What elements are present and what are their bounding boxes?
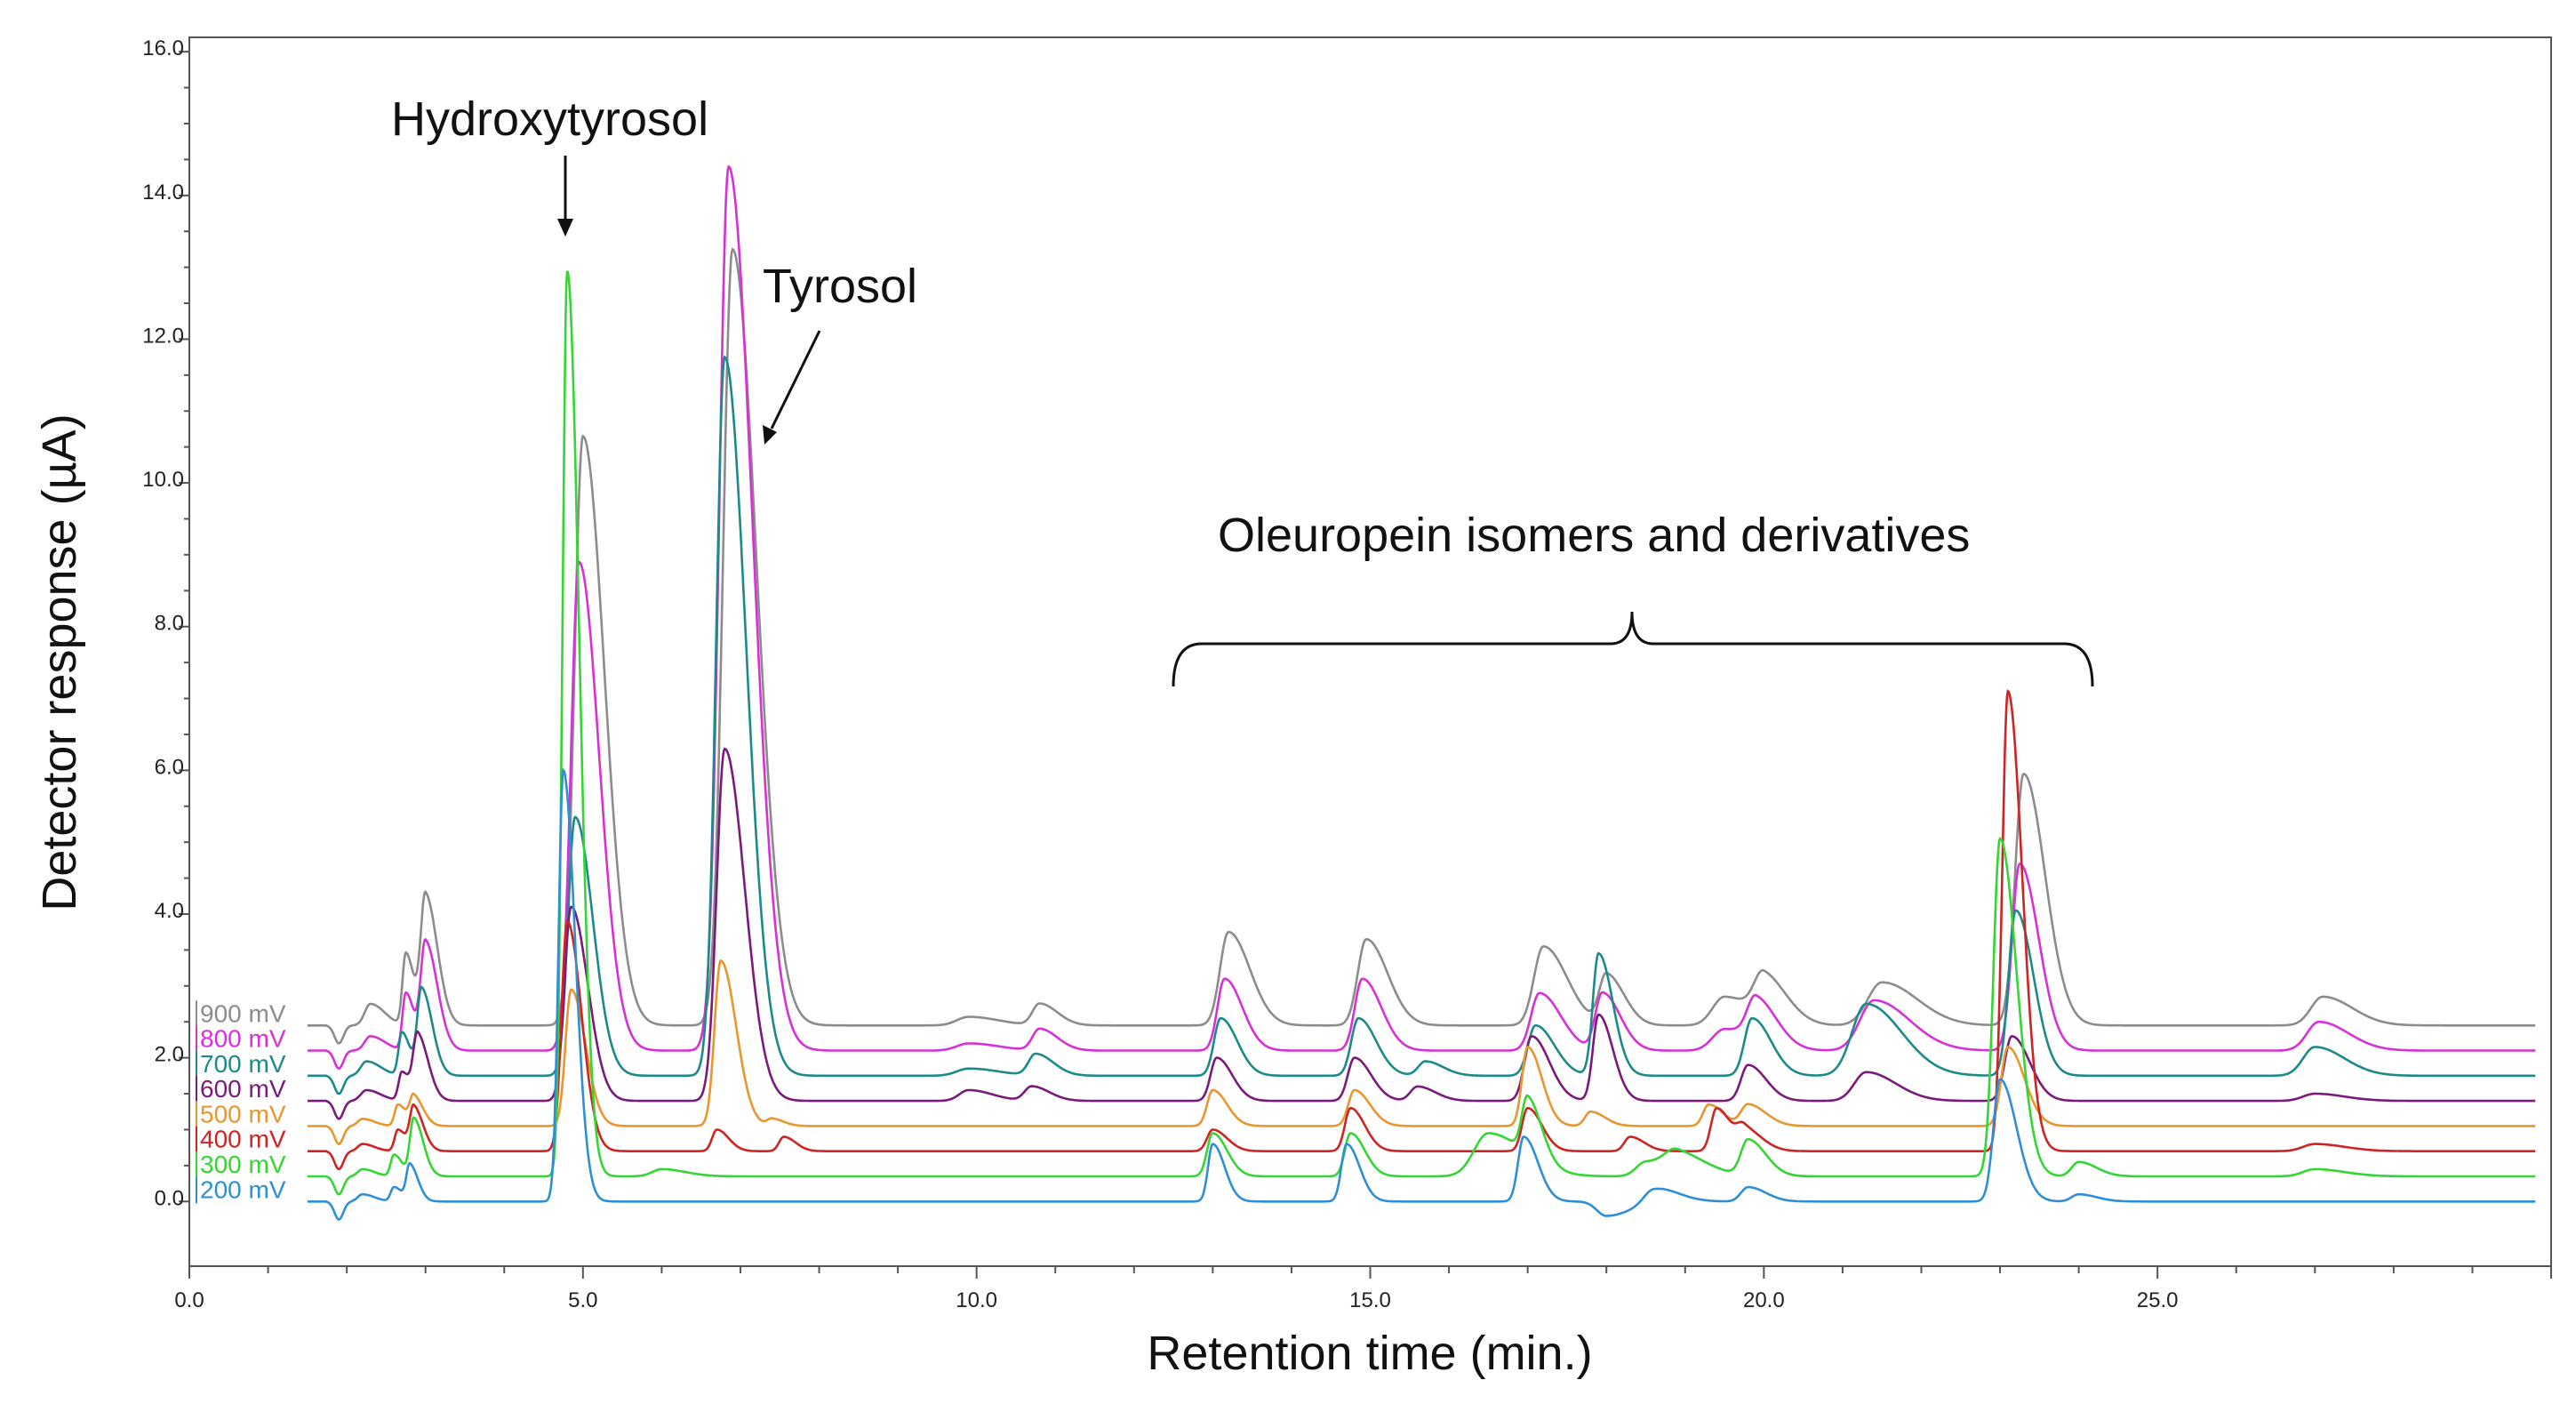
y-tick-label: 8.0 [155, 612, 184, 636]
legend-bg [191, 1025, 307, 1053]
trace-300-mv [307, 270, 2536, 1196]
y-tick-label: 12.0 [142, 324, 184, 348]
trace-500-mv [307, 959, 2536, 1145]
annotation-tyrosol: Tyrosol [763, 260, 917, 313]
legend-label: 800 mV [200, 1025, 286, 1053]
x-tick-label: 0.0 [174, 1288, 204, 1312]
y-tick-label: 4.0 [155, 899, 184, 923]
legend-bg [191, 1000, 307, 1028]
legend-bg [191, 1126, 307, 1153]
annotation-oleuropein: Oleuropein isomers and derivatives [1218, 509, 1970, 562]
legend-bg [191, 1050, 307, 1078]
trace-900-mv [307, 247, 2536, 1045]
x-tick-label: 20.0 [1743, 1288, 1785, 1312]
traces [307, 164, 2536, 1221]
legend-label: 700 mV [200, 1050, 286, 1078]
y-tick-label: 0.0 [155, 1186, 184, 1210]
brace-oleuropein [1172, 611, 2094, 687]
y-tick-label: 16.0 [142, 36, 184, 60]
arrowhead-tyrosol [763, 425, 777, 445]
trace-400-mv [307, 689, 2536, 1171]
y-tick-label: 6.0 [155, 755, 184, 779]
x-tick-label: 5.0 [568, 1288, 597, 1312]
y-axis-title: Detector response (µA) [33, 413, 86, 911]
y-tick-label: 10.0 [142, 468, 184, 492]
trace-700-mv [307, 355, 2536, 1095]
annotation-hydroxytyrosol: Hydroxytyrosol [391, 92, 708, 146]
trace-200-mv [307, 767, 2536, 1221]
plot-frame [188, 36, 2552, 1267]
x-tick-label: 15.0 [1349, 1288, 1391, 1312]
legend-label: 300 mV [200, 1151, 286, 1178]
legend-label: 400 mV [200, 1126, 286, 1153]
x-axis-title: Retention time (min.) [1147, 1327, 1592, 1380]
legend-label: 600 mV [200, 1075, 286, 1103]
y-tick-label: 14.0 [142, 181, 184, 205]
legend-label: 200 mV [200, 1175, 286, 1203]
arrow-tyrosol [770, 330, 821, 429]
legend-bg [191, 1101, 307, 1128]
legend-bg [191, 1151, 307, 1178]
y-axis: 0.0 2.0 4.0 6.0 8.0 10.0 12.0 14.0 16.0 [142, 36, 190, 1266]
legend-bg [191, 1076, 307, 1103]
legend-bg [191, 1176, 307, 1204]
annotations: Hydroxytyrosol Tyrosol Oleuropein isomer… [391, 92, 2094, 687]
x-tick-label: 25.0 [2137, 1288, 2179, 1312]
trace-800-mv [307, 164, 2536, 1071]
x-tick-label: 10.0 [956, 1288, 997, 1312]
legend-label: 500 mV [200, 1100, 286, 1127]
x-axis: 0.0 5.0 10.0 15.0 20.0 25.0 [174, 1265, 2552, 1312]
legend-label: 900 mV [200, 999, 286, 1027]
arrowhead-hydroxytyrosol [557, 219, 573, 237]
y-tick-label: 2.0 [155, 1043, 184, 1067]
trace-600-mv [307, 747, 2536, 1120]
